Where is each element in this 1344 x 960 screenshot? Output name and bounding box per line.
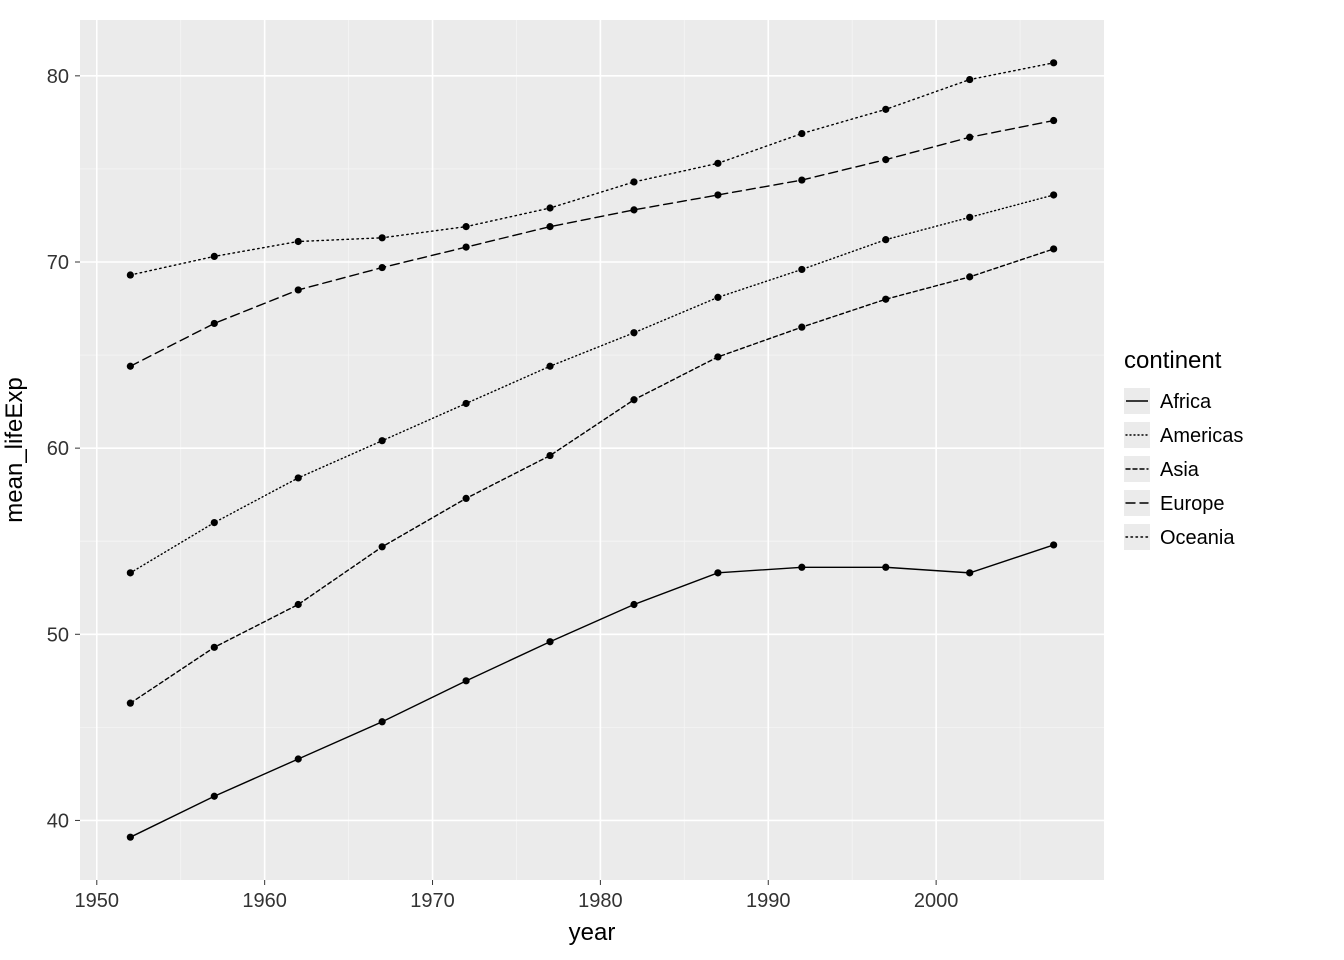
series-point-africa (211, 793, 218, 800)
series-point-oceania (1050, 59, 1057, 66)
series-point-asia (882, 296, 889, 303)
series-point-asia (462, 495, 469, 502)
series-point-asia (714, 353, 721, 360)
series-point-europe (798, 176, 805, 183)
series-point-americas (1050, 191, 1057, 198)
series-point-oceania (462, 223, 469, 230)
series-point-asia (211, 644, 218, 651)
series-point-americas (714, 294, 721, 301)
series-point-asia (295, 601, 302, 608)
series-point-oceania (630, 178, 637, 185)
series-point-europe (379, 264, 386, 271)
series-point-africa (630, 601, 637, 608)
series-point-americas (882, 236, 889, 243)
legend-label: Americas (1160, 425, 1243, 447)
series-point-africa (714, 569, 721, 576)
series-point-americas (630, 329, 637, 336)
y-tick-label: 80 (47, 66, 69, 88)
life-expectancy-chart: 1950 1960 1970 1980 1990 2000 40 50 60 70 80 year me… (0, 0, 1344, 960)
y-tick-label: 70 (47, 252, 69, 274)
x-axis-title: year (569, 919, 616, 946)
series-point-africa (127, 834, 134, 841)
legend: continent Africa Americas Asia Europe Oceania (1124, 347, 1243, 550)
plot-panel (80, 20, 1104, 880)
x-tick-label: 1960 (242, 890, 287, 912)
series-point-americas (379, 437, 386, 444)
legend-label: Africa (1160, 391, 1212, 413)
y-tick-label: 40 (47, 810, 69, 832)
series-point-africa (966, 569, 973, 576)
series-point-europe (295, 286, 302, 293)
series-point-asia (546, 452, 553, 459)
series-point-americas (546, 363, 553, 370)
series-point-europe (211, 320, 218, 327)
series-point-americas (211, 519, 218, 526)
series-point-europe (630, 206, 637, 213)
x-tick-label: 1980 (578, 890, 623, 912)
legend-label: Europe (1160, 493, 1225, 515)
series-point-oceania (127, 271, 134, 278)
series-point-africa (1050, 541, 1057, 548)
series-point-asia (379, 543, 386, 550)
y-tick-label: 60 (47, 438, 69, 460)
series-point-asia (798, 324, 805, 331)
series-point-americas (966, 214, 973, 221)
series-point-europe (714, 191, 721, 198)
series-point-africa (295, 755, 302, 762)
series-point-asia (1050, 245, 1057, 252)
series-point-oceania (882, 106, 889, 113)
series-point-europe (127, 363, 134, 370)
series-point-europe (546, 223, 553, 230)
series-point-africa (379, 718, 386, 725)
series-point-africa (546, 638, 553, 645)
y-axis-title: mean_lifeExp (1, 377, 28, 522)
series-point-oceania (714, 160, 721, 167)
legend-label: Asia (1160, 459, 1200, 481)
x-tick-label: 1990 (746, 890, 791, 912)
series-point-oceania (295, 238, 302, 245)
series-point-oceania (966, 76, 973, 83)
series-point-americas (462, 400, 469, 407)
series-point-oceania (211, 253, 218, 260)
legend-label: Oceania (1160, 527, 1235, 549)
series-point-oceania (546, 204, 553, 211)
series-point-oceania (379, 234, 386, 241)
y-tick-label: 50 (47, 624, 69, 646)
x-tick-label: 2000 (914, 890, 959, 912)
series-point-europe (1050, 117, 1057, 124)
series-point-africa (882, 564, 889, 571)
series-point-asia (630, 396, 637, 403)
x-tick-label: 1970 (410, 890, 455, 912)
series-point-americas (295, 474, 302, 481)
series-point-europe (462, 243, 469, 250)
series-point-americas (798, 266, 805, 273)
series-point-africa (798, 564, 805, 571)
series-point-asia (127, 700, 134, 707)
series-point-africa (462, 677, 469, 684)
legend-title: continent (1124, 347, 1222, 374)
series-point-europe (882, 156, 889, 163)
series-point-europe (966, 134, 973, 141)
x-tick-label: 1950 (75, 890, 120, 912)
series-point-oceania (798, 130, 805, 137)
series-point-americas (127, 569, 134, 576)
series-point-asia (966, 273, 973, 280)
